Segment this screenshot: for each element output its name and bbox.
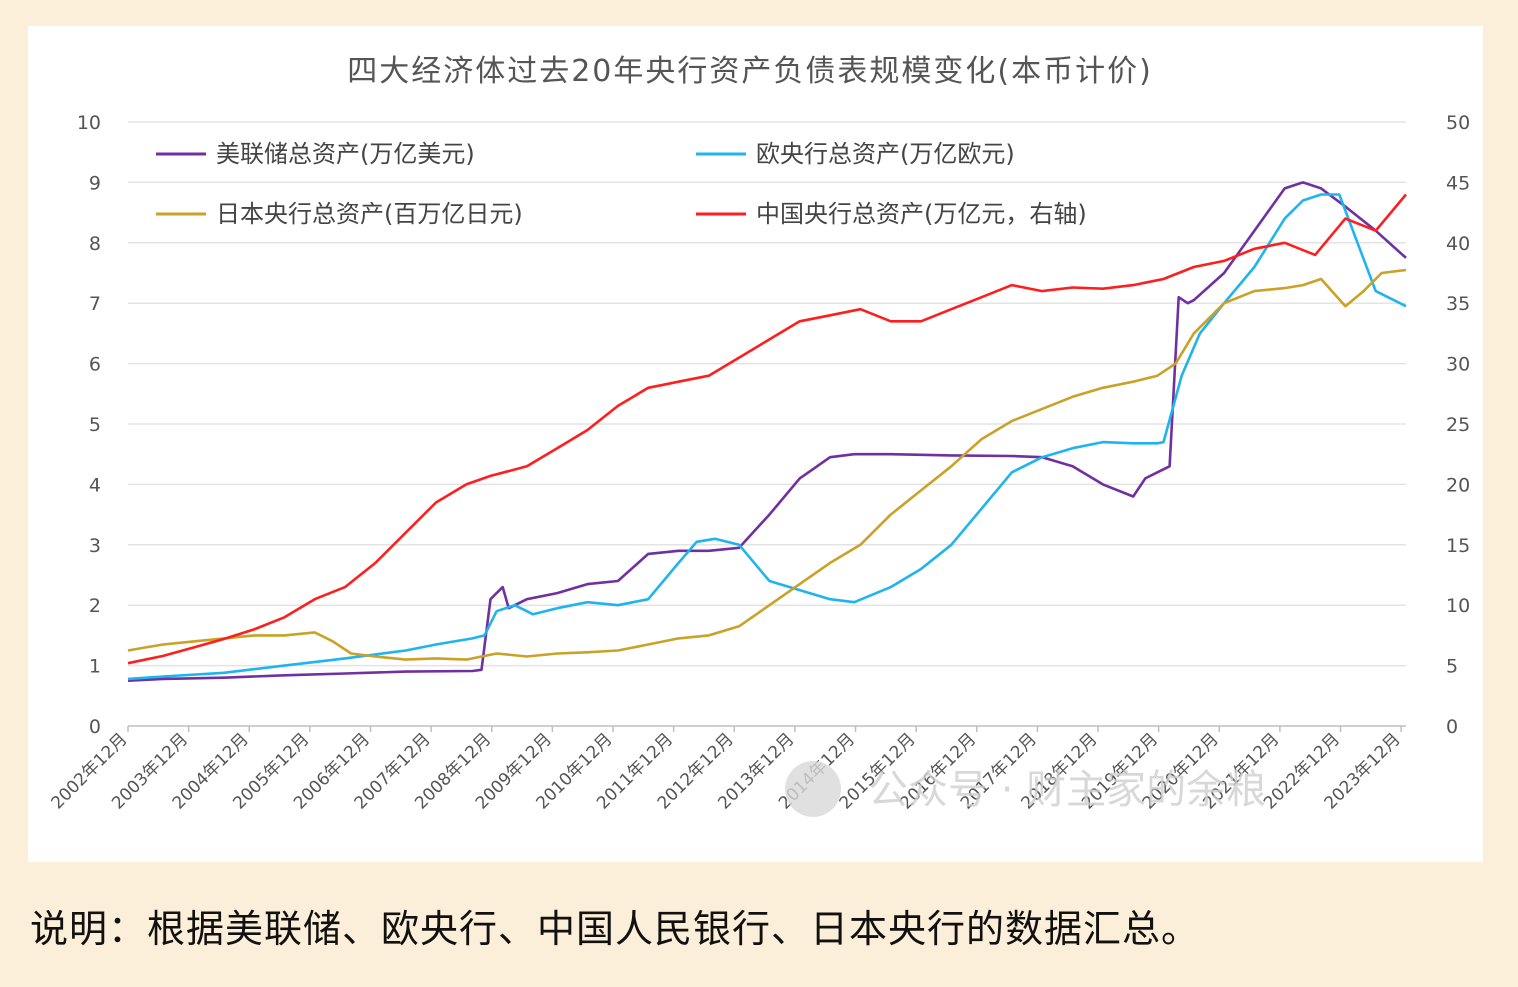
legend-label: 欧央行总资产(万亿欧元) — [756, 140, 1015, 168]
series-line-4 — [127, 193, 1407, 665]
y-left-tick-label: 5 — [89, 414, 101, 436]
y-left-tick-label: 2 — [89, 595, 101, 617]
caption: 说明：根据美联储、欧央行、中国人民银行、日本央行的数据汇总。 — [30, 907, 1201, 951]
y-left-tick-label: 4 — [89, 474, 101, 496]
y-left-tick-label: 6 — [89, 354, 101, 376]
y-right-tick-label: 40 — [1446, 233, 1470, 255]
y-left-tick-label: 0 — [89, 716, 101, 738]
series-lines — [127, 181, 1407, 682]
series-line-2 — [127, 193, 1407, 681]
legend: 美联储总资产(万亿美元) 欧央行总资产(万亿欧元) 日本央行总资产(百万亿日元) 中国… — [156, 140, 1087, 228]
legend-label: 中国央行总资产(万亿元，右轴) — [756, 200, 1087, 228]
y-left-tick-label: 10 — [77, 112, 101, 134]
series-line-1 — [127, 181, 1407, 682]
y-left-tick-label: 1 — [89, 656, 101, 678]
chart: 四大经济体过去20年央行资产负债表规模变化(本币计价) 012345678910… — [47, 54, 1470, 817]
y-left-tick-label: 7 — [89, 293, 101, 315]
y-right-tick-label: 30 — [1446, 354, 1470, 376]
y-right-tick-label: 50 — [1446, 112, 1470, 134]
y-left-tick-label: 3 — [89, 535, 101, 557]
chart-card: 四大经济体过去20年央行资产负债表规模变化(本币计价) 0 1 2 3 4 5 6 7 8 9 10… — [28, 26, 1483, 862]
y-right-tick-label: 20 — [1446, 474, 1470, 496]
y-right-tick-label: 0 — [1446, 716, 1458, 738]
chart-title: 四大经济体过去20年央行资产负债表规模变化(本币计价) — [347, 54, 1153, 89]
series-line-3 — [127, 268, 1407, 661]
watermark-text: 公众号 · 财主家的余粮 — [868, 767, 1266, 813]
y-axis-right: 0 5 10 15 20 25 30 35 40 45 50 — [1446, 112, 1470, 738]
y-left-tick-label: 9 — [89, 172, 101, 194]
wechat-icon — [785, 761, 841, 817]
watermark: 公众号 · 财主家的余粮 — [785, 761, 1266, 817]
y-axis-left: 0 1 2 3 4 5 6 7 8 9 10 — [77, 112, 101, 738]
y-right-tick-label: 45 — [1446, 172, 1470, 194]
gridlines — [128, 121, 1406, 727]
y-right-tick-label: 15 — [1446, 535, 1470, 557]
y-right-tick-label: 35 — [1446, 293, 1470, 315]
y-right-tick-label: 10 — [1446, 595, 1470, 617]
legend-label: 日本央行总资产(百万亿日元) — [216, 200, 523, 228]
y-right-tick-label: 5 — [1446, 656, 1458, 678]
legend-label: 美联储总资产(万亿美元) — [216, 140, 475, 168]
y-right-tick-label: 25 — [1446, 414, 1470, 436]
y-left-tick-label: 8 — [89, 233, 101, 255]
